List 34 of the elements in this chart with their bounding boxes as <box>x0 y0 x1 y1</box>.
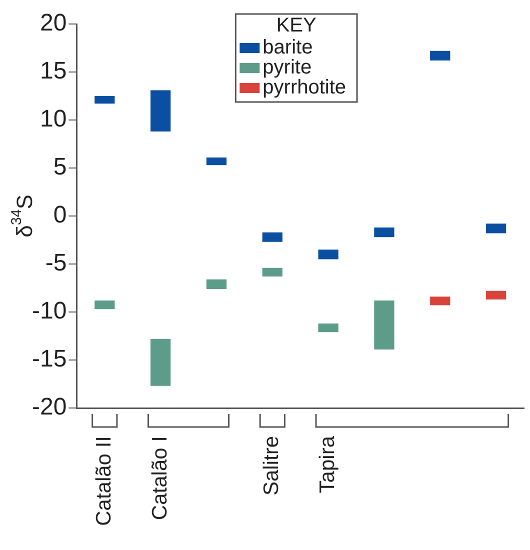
y-axis-title: δ34S <box>9 194 38 238</box>
bar <box>486 224 506 234</box>
bar <box>486 290 506 300</box>
bar <box>150 90 171 132</box>
bar <box>430 296 450 306</box>
bar <box>262 268 282 276</box>
legend-label: pyrite <box>262 56 312 79</box>
bar <box>206 157 227 166</box>
bar <box>318 250 338 260</box>
y-tick-label: 5 <box>53 154 67 181</box>
x-tick-label: Tapira <box>316 436 340 494</box>
legend-label: pyrrhotite <box>262 76 346 99</box>
legend-title: KEY <box>276 14 316 37</box>
bar <box>206 279 227 289</box>
bar <box>150 338 171 386</box>
bar <box>430 50 450 60</box>
bar <box>94 300 115 310</box>
legend-label: barite <box>262 36 313 59</box>
y-tick-label: 15 <box>40 58 67 85</box>
y-tick-label: 20 <box>40 10 67 37</box>
bar <box>318 324 338 332</box>
x-tick-label: Catalão I <box>148 436 172 520</box>
bar <box>262 232 282 242</box>
bar <box>94 96 115 104</box>
bar <box>374 300 394 350</box>
x-tick-label: Salitre <box>260 436 284 496</box>
y-tick-label: -5 <box>45 250 67 277</box>
y-tick-label: -10 <box>32 298 67 325</box>
x-tick-label: Catalão II <box>92 436 116 526</box>
bar <box>374 228 394 238</box>
y-tick-label: -15 <box>32 346 67 373</box>
y-tick-label: 0 <box>53 202 67 229</box>
y-tick-label: -20 <box>32 394 67 421</box>
y-tick-label: 10 <box>40 106 67 133</box>
